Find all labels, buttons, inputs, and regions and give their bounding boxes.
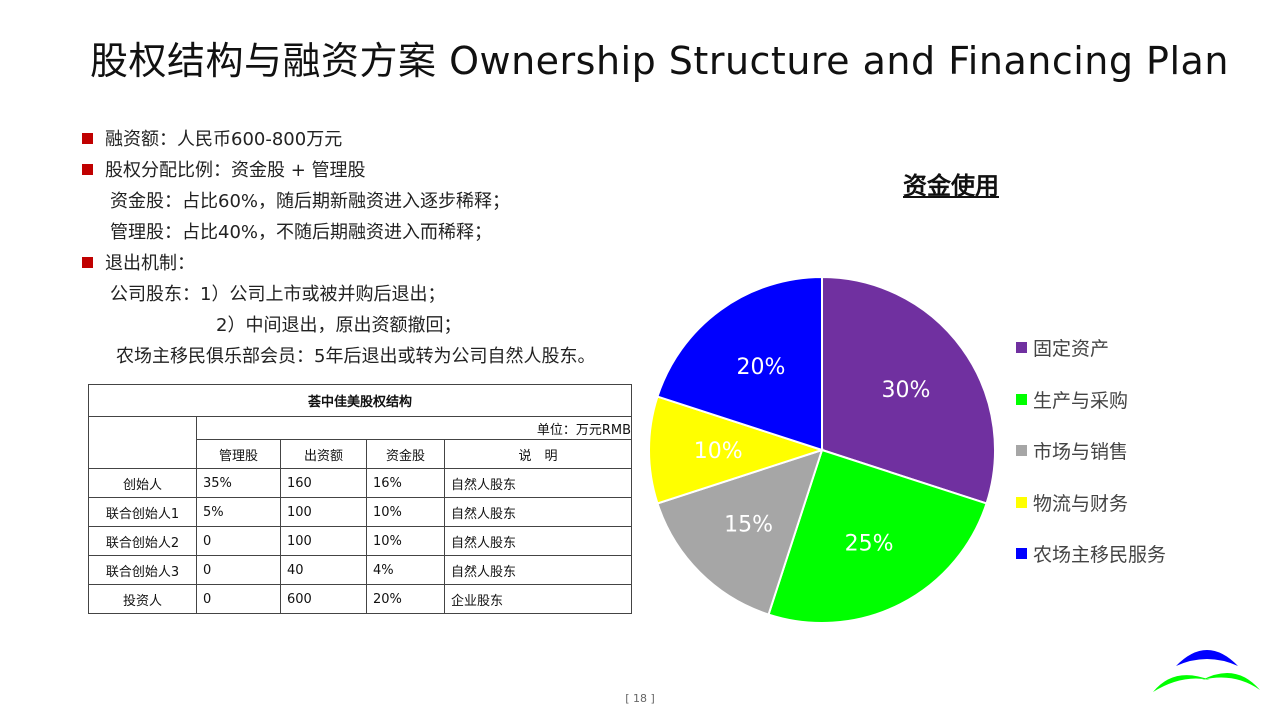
legend-swatch-icon bbox=[1016, 496, 1027, 508]
legend-swatch-icon bbox=[1016, 548, 1027, 559]
table-row: 联合创始人3 0 40 4% 自然人股东 bbox=[88, 555, 632, 585]
bullet-ratio: 股权分配比例：资金股 + 管理股 bbox=[82, 155, 595, 186]
management-share-line: 管理股：占比40%，不随后期融资进入而稀释； bbox=[110, 222, 493, 243]
pie-slice-2 bbox=[767, 448, 988, 624]
note-cell: 企业股东 bbox=[444, 584, 632, 614]
amount-cell: 100 bbox=[280, 497, 367, 527]
capital-cell: 20% bbox=[366, 584, 445, 614]
pie-data-label: 25% bbox=[845, 531, 894, 556]
column-header: 资金股 bbox=[366, 439, 445, 469]
legend-label: 农场主移民服务 bbox=[1033, 544, 1167, 566]
column-header: 管理股 bbox=[196, 439, 281, 469]
mgmt-cell: 0 bbox=[196, 584, 281, 614]
amount-cell: 600 bbox=[280, 584, 367, 614]
company-holders-line-2: 2）中间退出，原出资额撤回； bbox=[216, 315, 462, 336]
row-name: 联合创始人3 bbox=[88, 555, 197, 585]
pie-slice-1 bbox=[821, 275, 996, 505]
bullet-square-icon bbox=[82, 164, 93, 175]
ratio-text: 股权分配比例：资金股 + 管理股 bbox=[105, 160, 366, 181]
legend-item: 物流与财务 bbox=[1016, 489, 1166, 541]
column-header: 说 明 bbox=[444, 439, 632, 469]
note-cell: 自然人股东 bbox=[444, 555, 632, 585]
note-cell: 自然人股东 bbox=[444, 497, 632, 527]
bullet-square-icon bbox=[82, 257, 93, 268]
company-holders-line: 公司股东：1）公司上市或被并购后退出； bbox=[110, 284, 446, 305]
column-header: 出资额 bbox=[280, 439, 367, 469]
chart-legend: 固定资产生产与采购市场与销售物流与财务农场主移民服务 bbox=[1016, 334, 1166, 592]
exit-text: 退出机制： bbox=[105, 253, 195, 274]
capital-cell: 4% bbox=[366, 555, 445, 585]
legend-item: 生产与采购 bbox=[1016, 386, 1166, 438]
note-cell: 自然人股东 bbox=[444, 468, 632, 498]
mgmt-cell: 5% bbox=[196, 497, 281, 527]
pie-data-label: 30% bbox=[882, 378, 931, 403]
table-corner-cell bbox=[88, 416, 197, 469]
row-name: 联合创始人1 bbox=[88, 497, 197, 527]
equity-table: 荟中佳美股权结构 单位：万元RMB 管理股 出资额 资金股 说 明 创始人 35… bbox=[88, 384, 632, 614]
legend-swatch-icon bbox=[1016, 393, 1027, 405]
amount-cell: 100 bbox=[280, 526, 367, 556]
pie-data-label: 20% bbox=[737, 355, 786, 380]
legend-item: 固定资产 bbox=[1016, 334, 1166, 386]
legend-item: 农场主移民服务 bbox=[1016, 540, 1166, 592]
bullet-financing: 融资额：人民币600-800万元 bbox=[82, 124, 595, 155]
table-row: 创始人 35% 160 16% 自然人股东 bbox=[88, 468, 632, 498]
mgmt-cell: 0 bbox=[196, 555, 281, 585]
legend-label: 物流与财务 bbox=[1033, 492, 1129, 515]
row-name: 投资人 bbox=[88, 584, 197, 614]
capital-cell: 16% bbox=[366, 468, 445, 498]
mgmt-cell: 0 bbox=[196, 526, 281, 556]
pie-slice-5 bbox=[656, 275, 823, 452]
row-name: 创始人 bbox=[88, 468, 197, 498]
mgmt-cell: 35% bbox=[196, 468, 281, 498]
legend-label: 市场与销售 bbox=[1033, 441, 1129, 463]
amount-cell: 40 bbox=[280, 555, 367, 585]
legend-swatch-icon bbox=[1016, 342, 1027, 353]
pie-chart: 30% 25% 15% 10% 20% bbox=[648, 275, 996, 624]
table-unit: 单位：万元RMB bbox=[196, 416, 632, 440]
legend-swatch-icon bbox=[1016, 445, 1027, 456]
financing-text: 融资额：人民币600-800万元 bbox=[105, 129, 343, 150]
company-logo-icon bbox=[1153, 650, 1260, 692]
chart-title: 资金使用 bbox=[903, 172, 999, 200]
club-members-line: 农场主移民俱乐部会员：5年后退出或转为公司自然人股东。 bbox=[116, 346, 596, 367]
legend-label: 固定资产 bbox=[1033, 338, 1110, 360]
row-name: 联合创始人2 bbox=[88, 526, 197, 556]
pie-slice-4 bbox=[648, 395, 826, 505]
legend-item: 市场与销售 bbox=[1016, 437, 1166, 489]
table-row: 联合创始人2 0 100 10% 自然人股东 bbox=[88, 526, 632, 556]
slide-title: 股权结构与融资方案 Ownership Structure and Financ… bbox=[90, 39, 1229, 83]
capital-share-line: 资金股：占比60%，随后期新融资进入逐步稀释； bbox=[110, 191, 511, 212]
bullet-exit: 退出机制： bbox=[82, 248, 595, 279]
capital-cell: 10% bbox=[366, 497, 445, 527]
bullet-square-icon bbox=[82, 133, 93, 144]
table-caption: 荟中佳美股权结构 bbox=[88, 384, 632, 417]
legend-label: 生产与采购 bbox=[1033, 389, 1129, 412]
page-number: [ 18 ] bbox=[625, 692, 655, 705]
table-row: 投资人 0 600 20% 企业股东 bbox=[88, 584, 632, 614]
amount-cell: 160 bbox=[280, 468, 367, 498]
table-row: 联合创始人1 5% 100 10% 自然人股东 bbox=[88, 497, 632, 527]
capital-cell: 10% bbox=[366, 526, 445, 556]
pie-data-label: 10% bbox=[694, 439, 743, 464]
note-cell: 自然人股东 bbox=[444, 526, 632, 556]
pie-data-label: 15% bbox=[724, 512, 773, 537]
bullet-list: 融资额：人民币600-800万元 股权分配比例：资金股 + 管理股 资金股：占比… bbox=[82, 124, 595, 372]
